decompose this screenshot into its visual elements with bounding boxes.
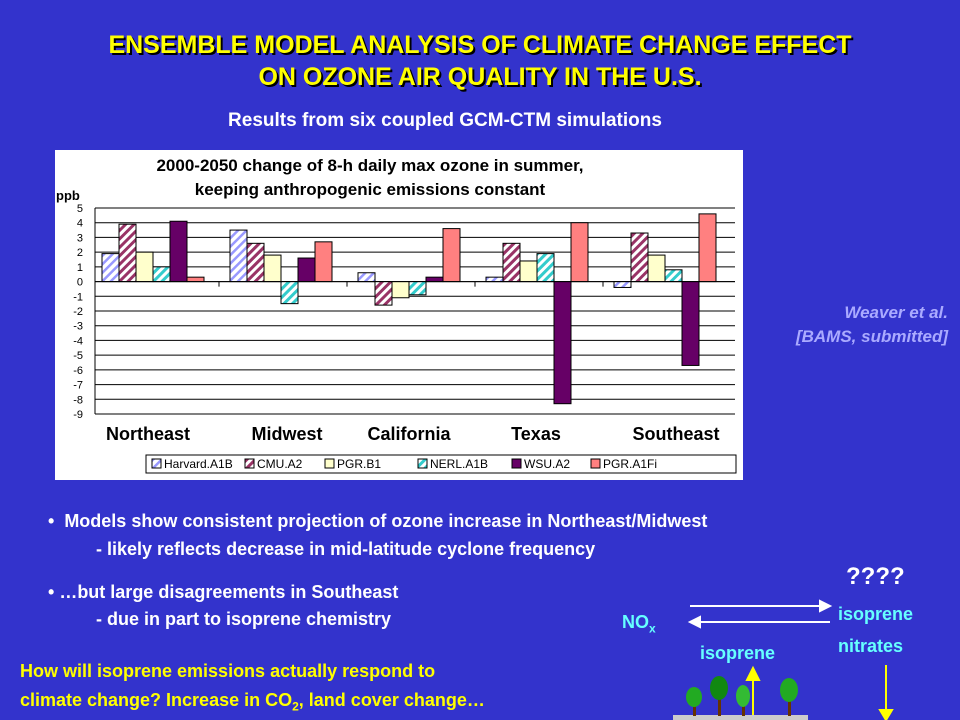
legend-label: CMU.A2 [257,457,303,471]
bar-nerl-a1b-southeast [664,269,683,283]
isoprene-label: isoprene [700,643,776,663]
y-tick-label: 2 [77,247,83,259]
slide-subtitle: Results from six coupled GCM-CTM simulat… [228,110,662,131]
bar-pgr-b1-midwest [263,254,282,283]
bar-cmu-a2-northeast [118,223,137,283]
question-line2-b: , land cover change… [298,690,485,710]
y-tick-label: -5 [73,350,83,362]
y-tick-label: 0 [77,277,83,289]
legend-box [145,454,737,474]
nox-text: NO [622,612,649,632]
legend-label: PGR.A1Fi [603,457,657,471]
bar-nerl-a1b-midwest [280,281,299,305]
bullet-1: • Models show consistent projection of o… [48,509,707,534]
y-tick-label: -2 [73,306,83,318]
bar-pgr-a1fi-california [442,228,461,283]
bar-pgr-a1fi-southeast [698,213,717,283]
bar-cmu-a2-southeast [630,232,649,283]
nitrates-label-line2: nitrates [838,636,904,656]
y-tick-label: -1 [73,291,83,303]
legend-swatch [511,458,522,469]
y-tick-label: -4 [73,335,83,347]
bar-pgr-b1-northeast [135,251,154,283]
bar-harvard-a1b-southeast [613,281,632,288]
legend-label: NERL.A1B [430,457,488,471]
nox-label: NOx [622,612,656,636]
bar-harvard-a1b-northeast [101,253,120,283]
bar-pgr-a1fi-texas [570,222,589,283]
bullet-1-sub: - likely reflects decrease in mid-latitu… [96,539,596,559]
y-tick-label: -8 [73,394,83,406]
nox-subscript: x [649,621,656,636]
bar-harvard-a1b-texas [485,276,504,283]
legend-swatch [151,458,162,469]
y-tick-label: 4 [77,218,83,230]
bar-cmu-a2-texas [502,242,521,283]
citation-line2: [BAMS, submitted] [795,327,948,346]
bullet-2: • …but large disagreements in Southeast [48,580,398,605]
bullet-marker: • [48,511,65,531]
y-tick-label: 3 [77,232,83,244]
question-line1: How will isoprene emissions actually res… [20,661,436,681]
y-axis-label: ppb [56,188,80,203]
co2-subscript: 2 [292,699,299,714]
bar-nerl-a1b-california [408,281,427,296]
chart-title-line1: 2000-2050 change of 8-h daily max ozone … [156,156,584,175]
bar-pgr-b1-california [391,281,410,299]
y-tick-label: 1 [77,262,83,274]
bar-pgr-a1fi-northeast [186,276,205,283]
legend-swatch [417,458,428,469]
bar-wsu-a2-california [425,276,444,283]
question-marks: ???? [846,563,905,590]
bar-wsu-a2-northeast [169,220,188,283]
bar-pgr-b1-southeast [647,254,666,283]
bullet-2-sub: - due in part to isoprene chemistry [96,609,392,629]
legend-swatch [244,458,255,469]
y-tick-label: -3 [73,321,83,333]
question-line2: climate change? Increase in CO2, land co… [20,688,485,720]
bar-cmu-a2-midwest [246,242,265,283]
bar-wsu-a2-southeast [681,281,700,366]
category-label: California [367,424,451,444]
nitrates-label-line1: isoprene [838,604,914,624]
y-tick-label: -6 [73,365,83,377]
bullet-1-line1: Models show consistent projection of ozo… [64,511,708,531]
bar-cmu-a2-california [374,281,393,306]
bar-nerl-a1b-northeast [152,266,171,283]
legend-label: PGR.B1 [337,457,381,471]
legend-swatch [590,458,601,469]
legend-swatch [324,458,335,469]
slide-title-line2: ON OZONE AIR QUALITY IN THE U.S. [258,63,702,91]
y-tick-label: -7 [73,380,83,392]
chart-panel [55,150,743,480]
bar-harvard-a1b-california [357,272,376,283]
bar-nerl-a1b-texas [536,253,555,283]
bar-wsu-a2-texas [553,281,572,405]
category-label: Southeast [632,424,719,444]
slide-title-line1: ENSEMBLE MODEL ANALYSIS OF CLIMATE CHANG… [108,31,852,59]
category-label: Texas [511,424,561,444]
legend-label: Harvard.A1B [164,457,233,471]
bar-pgr-b1-texas [519,260,538,283]
category-label: Midwest [251,424,322,444]
legend-label: WSU.A2 [524,457,570,471]
y-tick-label: -9 [73,409,83,421]
citation-line1: Weaver et al. [844,303,948,322]
question-line2-a: climate change? Increase in CO [20,690,293,710]
bar-pgr-a1fi-midwest [314,241,333,283]
bullet-2-line1: …but large disagreements in Southeast [59,582,399,602]
bullet-marker: • [48,582,60,602]
bar-wsu-a2-midwest [297,257,316,283]
y-tick-label: 5 [77,203,83,215]
bar-harvard-a1b-midwest [229,229,248,283]
category-label: Northeast [106,424,190,444]
chart-title-line2: keeping anthropogenic emissions constant [194,180,546,199]
